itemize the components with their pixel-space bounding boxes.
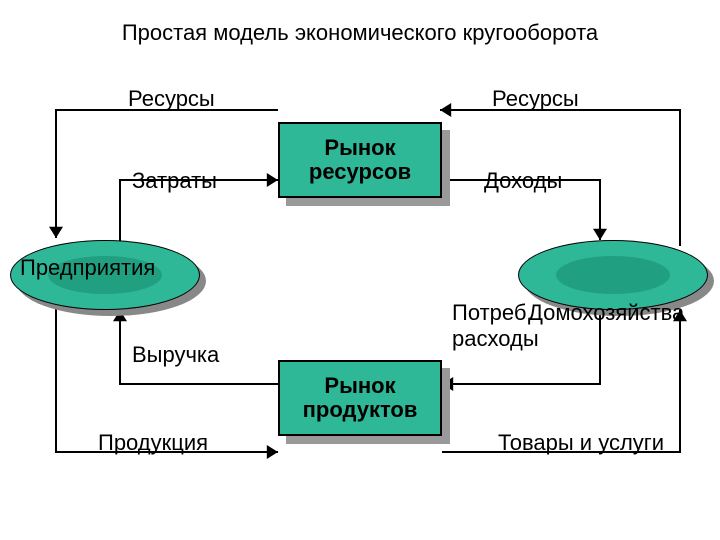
product-market-label: Рынок продуктов (303, 374, 418, 422)
label-cons2: расходы (452, 326, 539, 352)
product-market: Рынок продуктов (278, 360, 442, 436)
resource-market-label: Рынок ресурсов (309, 136, 411, 184)
firms-label: Предприятия (20, 255, 155, 281)
label-goods: Товары и услуги (498, 430, 664, 456)
households-inner (556, 256, 670, 295)
label-income: Доходы (484, 168, 562, 194)
label-revenue: Выручка (132, 342, 219, 368)
label-cons1: Потреб. (452, 300, 533, 326)
label-resources-right: Ресурсы (492, 86, 579, 112)
label-output: Продукция (98, 430, 208, 456)
households-label: Домохозяйства (528, 300, 684, 326)
resource-market: Рынок ресурсов (278, 122, 442, 198)
page-title: Простая модель экономического кругооборо… (0, 20, 720, 46)
label-resources-left: Ресурсы (128, 86, 215, 112)
label-costs: Затраты (132, 168, 217, 194)
